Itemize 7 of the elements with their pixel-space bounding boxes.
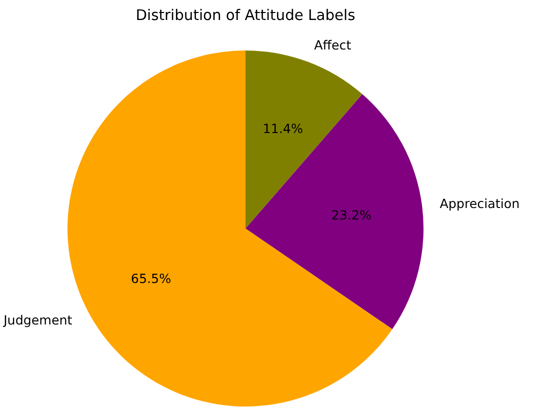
data-label: 65.5% <box>130 270 172 286</box>
slice-label: Appreciation <box>440 196 520 212</box>
data-label: 23.2% <box>331 207 372 222</box>
chart-title: Distribution of Attitude Labels <box>136 7 356 24</box>
slice-label: Judgement <box>2 312 72 328</box>
data-label: 11.4% <box>262 120 304 136</box>
slice-label: Affect <box>314 38 352 53</box>
